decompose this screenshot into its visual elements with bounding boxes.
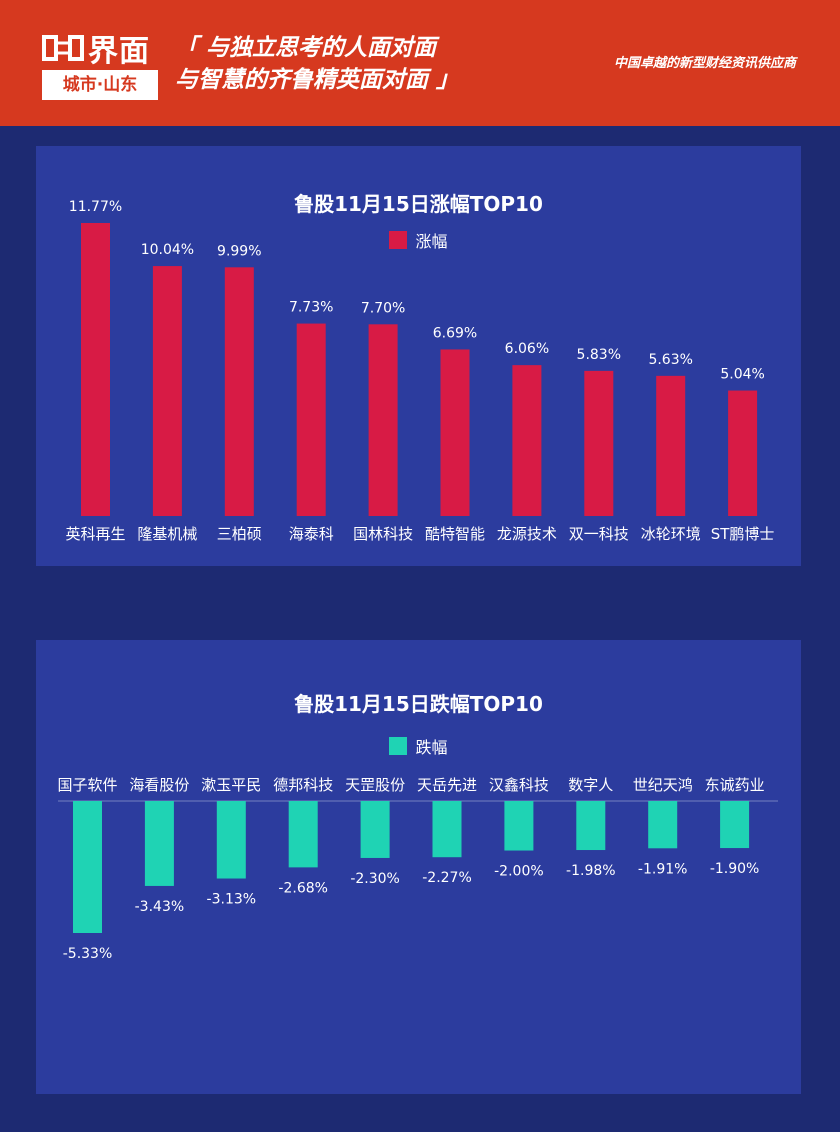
gain-bar <box>296 323 326 516</box>
loss-legend-label: 跌幅 <box>415 738 448 757</box>
logo-brand-text: 界面 <box>88 34 150 69</box>
tagline: 中国卓越的新型财经资讯供应商 <box>613 56 796 71</box>
gain-bar <box>728 390 758 516</box>
gain-value-label: 7.70% <box>361 300 405 316</box>
loss-bar <box>576 801 606 851</box>
gain-value-label: 5.63% <box>648 352 692 368</box>
slogan-line-2: 与智慧的齐鲁精英面对面 」 <box>175 67 460 93</box>
logo-mark-icon <box>42 35 84 61</box>
loss-value-label: -5.33% <box>63 946 113 962</box>
gain-bar <box>368 324 398 516</box>
gain-category-label: 隆基机械 <box>137 525 197 543</box>
gain-chart-legend: 涨幅 <box>36 228 801 252</box>
gain-bar-chart: 11.77% 英科再生 10.04% 隆基机械 9.99% 三柏硕 7.73% 海泰科 7.70… <box>65 199 775 543</box>
loss-value-label: -2.00% <box>494 864 544 880</box>
loss-value-label: -2.68% <box>278 880 328 896</box>
gain-category-label: 双一科技 <box>569 525 629 543</box>
loss-bar <box>73 801 102 933</box>
gain-value-label: 5.83% <box>577 347 621 363</box>
gain-legend-label: 涨幅 <box>415 232 448 251</box>
jiemian-logo: 界面 城市·山东 <box>42 28 160 102</box>
loss-bar <box>288 801 318 868</box>
loss-bar <box>432 801 462 858</box>
gain-bar <box>512 365 542 516</box>
gain-bar <box>224 267 254 516</box>
gain-category-label: 三柏硕 <box>217 525 262 543</box>
loss-category-label: 东诚药业 <box>705 776 765 794</box>
gain-value-label: 10.04% <box>141 242 194 258</box>
loss-category-label: 国子软件 <box>57 776 117 794</box>
gain-value-label: 7.73% <box>289 300 333 316</box>
gain-chart-title: 鲁股11月15日涨幅TOP10 <box>294 192 543 216</box>
loss-category-label: 天岳先进 <box>417 776 477 794</box>
loss-value-label: -3.43% <box>135 899 185 915</box>
loss-value-label: -2.30% <box>350 871 400 887</box>
loss-bar <box>504 801 534 851</box>
gain-value-label: 6.06% <box>505 341 549 357</box>
loss-chart-legend: 跌幅 <box>36 734 801 758</box>
loss-category-label: 德邦科技 <box>273 776 333 794</box>
loss-category-label: 海看股份 <box>129 776 189 794</box>
gain-chart-panel: 鲁股11月15日涨幅TOP10 涨幅 11.77% 英科再生 10.04% 隆基机械 9… <box>36 146 801 566</box>
loss-value-label: -2.27% <box>422 870 472 886</box>
gain-value-label: 6.69% <box>433 325 477 341</box>
loss-chart-title: 鲁股11月15日跌幅TOP10 <box>294 692 543 716</box>
loss-value-label: -1.90% <box>710 861 760 877</box>
loss-category-label: 天罡股份 <box>345 776 405 794</box>
loss-bar-chart: -5.33% 国子软件 -3.43% 海看股份 -3.13% 漱玉平民 -2.68% 德邦科技… <box>57 776 778 962</box>
loss-bar <box>144 801 174 886</box>
gain-bar <box>152 266 182 516</box>
loss-category-label: 数字人 <box>568 776 613 794</box>
loss-category-label: 汉鑫科技 <box>489 776 549 794</box>
slogan-line-1: 「 与独立思考的人面对面 <box>175 35 437 61</box>
gain-category-label: 国林科技 <box>353 525 413 543</box>
loss-category-label: 世纪天鸿 <box>633 776 693 794</box>
logo-sub-text: 城市·山东 <box>42 70 158 100</box>
gain-value-label: 9.99% <box>217 243 261 259</box>
gain-bar <box>440 349 470 516</box>
gain-category-label: 英科再生 <box>65 525 125 543</box>
header-banner: 界面 城市·山东 「 与独立思考的人面对面 与智慧的齐鲁精英面对面 」 中国卓越… <box>0 0 840 126</box>
loss-value-label: -3.13% <box>207 892 257 908</box>
gain-category-label: ST鹏博士 <box>711 525 775 543</box>
gain-value-label: 11.77% <box>69 199 122 215</box>
loss-chart-panel: 鲁股11月15日跌幅TOP10 跌幅 -5.33% 国子软件 -3.43% 海看股份 -… <box>36 640 801 1094</box>
gain-bar <box>656 375 686 516</box>
loss-bar <box>720 801 750 849</box>
gain-category-label: 酷特智能 <box>425 525 485 543</box>
gain-legend-swatch <box>389 231 408 249</box>
gain-value-label: 5.04% <box>720 367 764 383</box>
gain-category-label: 冰轮环境 <box>641 525 701 543</box>
gain-bar <box>81 223 110 516</box>
gain-category-label: 海泰科 <box>289 525 334 543</box>
gain-category-label: 龙源技术 <box>497 525 557 543</box>
loss-legend-swatch <box>389 737 408 755</box>
slogan: 「 与独立思考的人面对面 与智慧的齐鲁精英面对面 」 <box>175 32 459 96</box>
gain-bar <box>584 370 614 516</box>
loss-category-label: 漱玉平民 <box>201 776 261 794</box>
loss-bar <box>648 801 678 849</box>
loss-bar <box>216 801 246 879</box>
loss-bar <box>360 801 390 858</box>
loss-value-label: -1.98% <box>566 863 616 879</box>
loss-value-label: -1.91% <box>638 861 688 877</box>
